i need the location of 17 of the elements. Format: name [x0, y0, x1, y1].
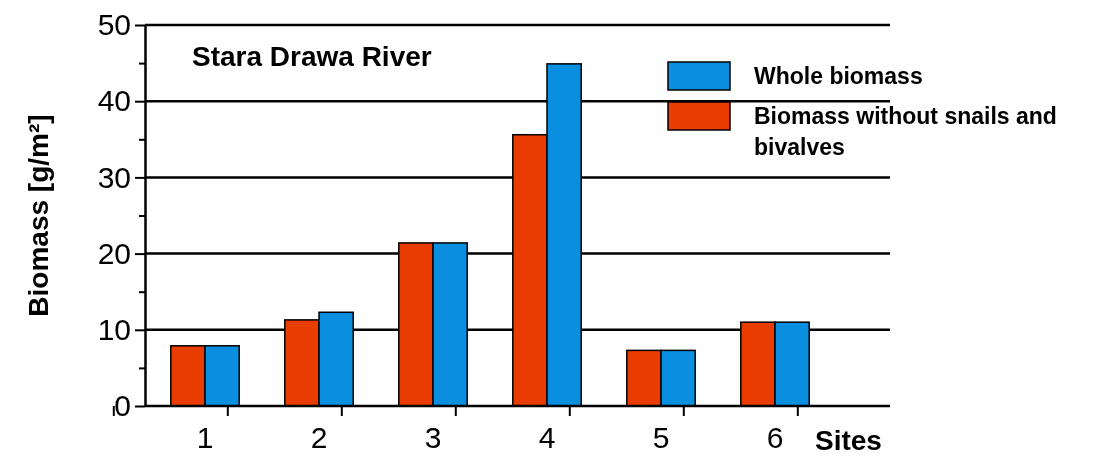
y-tick-label: 40 — [97, 84, 131, 118]
legend-label: Biomass without snails and bivalves — [754, 103, 1057, 161]
x-tick-label: 5 — [652, 421, 670, 454]
x-axis-title: Sites — [815, 425, 882, 456]
x-tick-label: 2 — [310, 421, 328, 454]
x-tick-label: 4 — [538, 421, 556, 454]
x-tick-label: 1 — [196, 421, 214, 454]
y-tick-label: 20 — [97, 236, 131, 270]
y-tick-label: 30 — [97, 160, 131, 194]
x-tick-label: 6 — [766, 421, 784, 454]
legend-label: Whole biomass — [754, 63, 923, 89]
y-axis-title: Biomass [g/m²] — [23, 114, 54, 317]
y-tick-label: 0 — [114, 389, 131, 423]
x-tick-label: 3 — [424, 421, 442, 454]
text: Stara Drawa River — [192, 41, 432, 72]
y-tick-label: 10 — [97, 312, 131, 346]
y-tick-label: 50 — [97, 8, 131, 42]
